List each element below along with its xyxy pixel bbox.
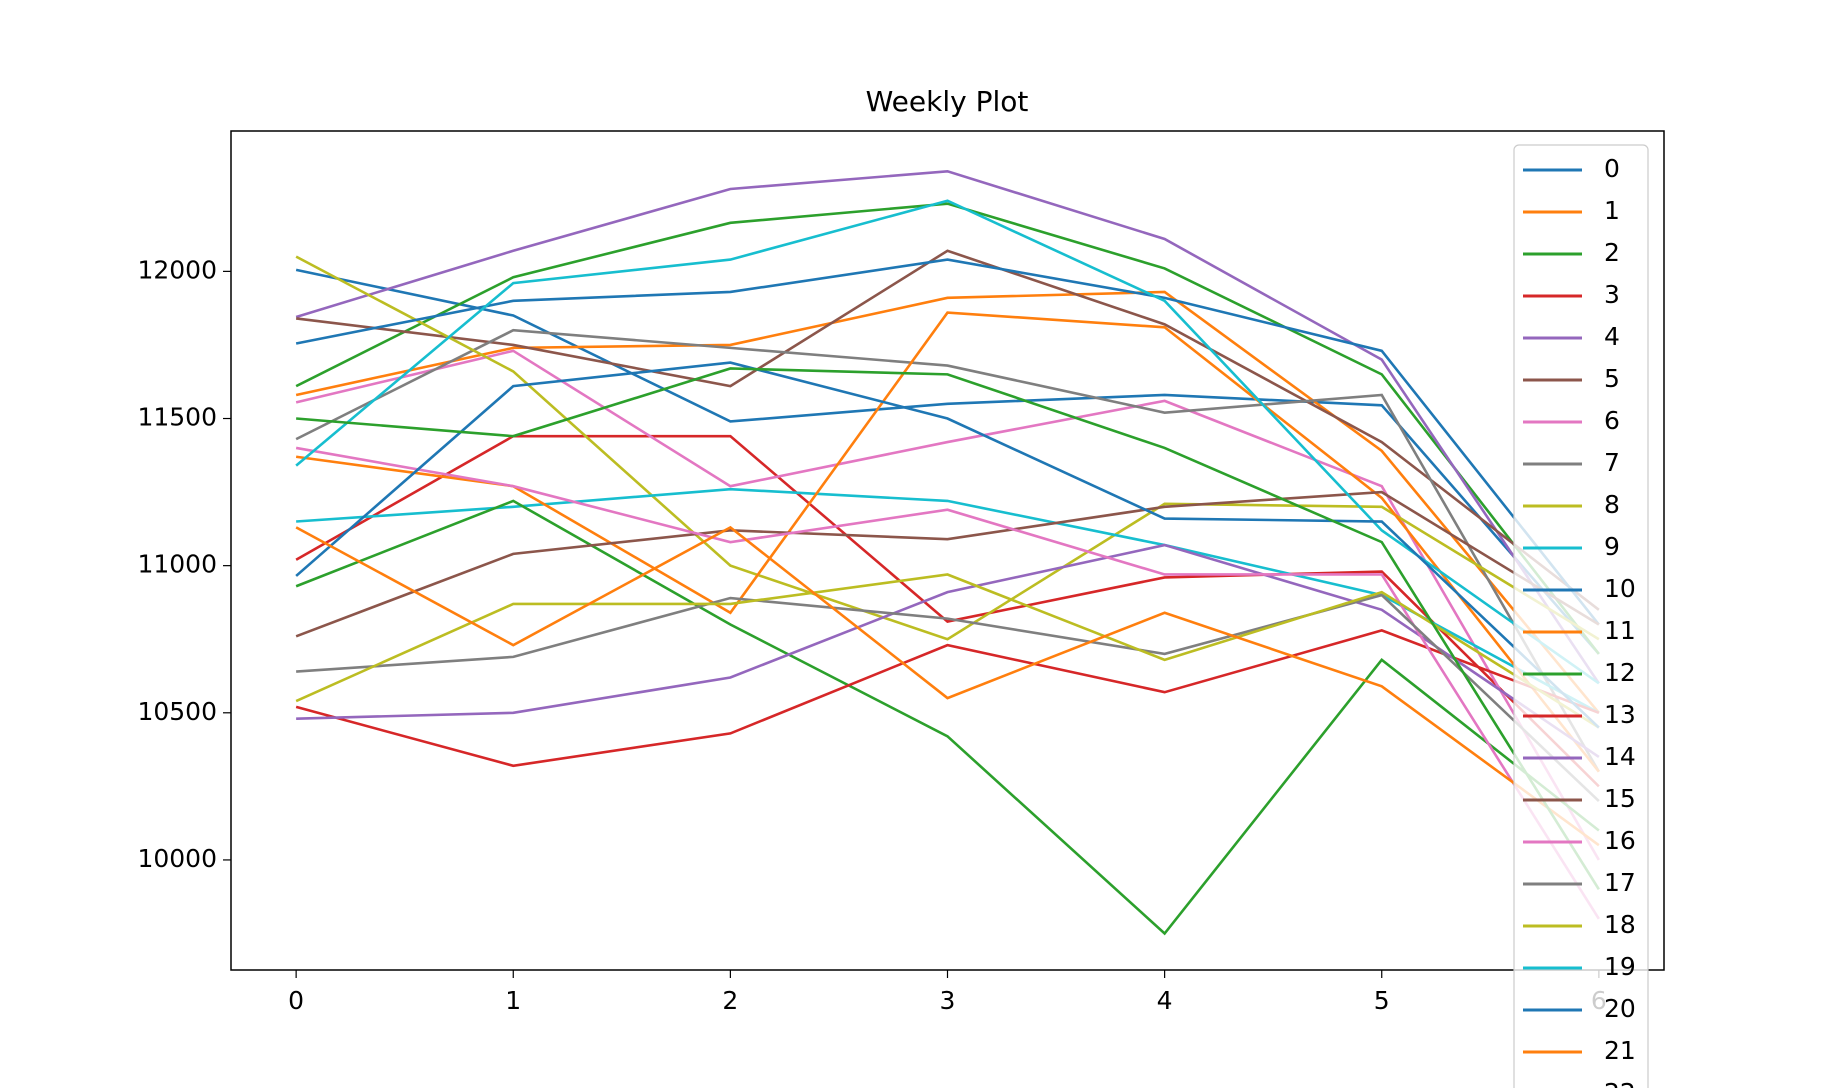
x-tick-label: 0: [288, 986, 304, 1015]
series-line: [295, 199, 1600, 685]
y-tick-label: 11000: [137, 550, 217, 579]
series-line: [295, 255, 1600, 641]
legend-label: 11: [1604, 616, 1636, 645]
legend-label: 14: [1604, 742, 1636, 771]
series-line: [296, 543, 1600, 759]
series-line: [295, 490, 1600, 638]
series-line: [295, 573, 1600, 729]
x-tick-label: 3: [940, 986, 956, 1015]
legend-label: 1: [1604, 196, 1620, 225]
series-line: [295, 290, 1600, 714]
legend-label: 19: [1604, 952, 1636, 981]
series-line: [295, 361, 1600, 729]
series-line: [296, 367, 1600, 891]
legend-label: 21: [1604, 1036, 1636, 1065]
legend-label: 6: [1604, 406, 1620, 435]
x-tick-label: 4: [1157, 986, 1173, 1015]
legend-label: 10: [1604, 574, 1636, 603]
legend-label: 17: [1604, 868, 1636, 897]
series-line: [295, 525, 1600, 847]
legend: 012345678910111213141516171819202122: [1513, 144, 1649, 1088]
legend-label: 12: [1604, 658, 1636, 687]
legend-label: 20: [1604, 994, 1636, 1023]
series-line: [295, 499, 1600, 936]
legend-label: 5: [1604, 364, 1620, 393]
series-line: [295, 349, 1600, 861]
y-tick-label: 11500: [137, 403, 217, 432]
legend-label: 18: [1604, 910, 1636, 939]
y-tick-label: 12000: [137, 255, 217, 284]
series-line: [295, 268, 1600, 655]
legend-label: 13: [1604, 700, 1636, 729]
legend-label: 3: [1604, 280, 1620, 309]
series-line: [295, 170, 1600, 685]
series-line: [295, 249, 1600, 611]
legend-label: 22: [1604, 1078, 1636, 1088]
series-line: [295, 202, 1600, 655]
x-tick-label: 5: [1374, 986, 1390, 1015]
legend-label: 7: [1604, 448, 1620, 477]
legend-label: 16: [1604, 826, 1636, 855]
legend-label: 15: [1604, 784, 1636, 813]
series-line: [295, 328, 1600, 773]
axes-frame: [230, 130, 1665, 971]
series-line: [295, 258, 1600, 626]
x-tick-label: 1: [505, 986, 521, 1015]
chart-title: Weekly Plot: [866, 85, 1029, 118]
series-line: [295, 446, 1600, 920]
legend-label: 0: [1604, 154, 1620, 183]
series-line: [295, 629, 1600, 768]
y-tick-label: 10000: [137, 844, 217, 873]
series-line: [296, 593, 1600, 803]
x-tick-label: 2: [722, 986, 738, 1015]
legend-label: 4: [1604, 322, 1620, 351]
y-tick-label: 10500: [137, 697, 217, 726]
legend-label: 2: [1604, 238, 1620, 267]
legend-label: 8: [1604, 490, 1620, 519]
legend-label: 9: [1604, 532, 1620, 561]
